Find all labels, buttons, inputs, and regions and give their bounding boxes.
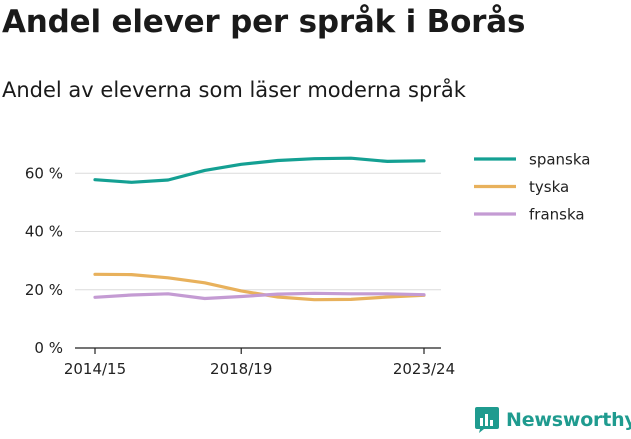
y-axis: 0 % 20 % 40 % 60 % (25, 164, 63, 357)
grid-lines (75, 172, 441, 349)
y-tick-label: 60 % (25, 164, 63, 182)
y-tick-label: 20 % (25, 281, 63, 299)
y-tick-label: 0 % (34, 339, 63, 357)
newsworthy-logo: Newsworthy (474, 406, 631, 434)
chart-title: Andel elever per språk i Borås (2, 4, 526, 40)
x-tick-label: 2018/19 (210, 360, 272, 378)
x-tick-label: 2023/24 (393, 360, 455, 378)
legend-label-franska: franska (529, 206, 585, 224)
chart-subtitle: Andel av eleverna som läser moderna språ… (2, 78, 466, 102)
series-line-franska (93, 291, 426, 301)
legend-label-tyska: tyska (529, 178, 569, 196)
newsworthy-bar-chart-icon (475, 407, 499, 433)
series-line-spanska (93, 156, 426, 184)
series-lines (93, 156, 426, 302)
legend-label-spanska: spanska (529, 151, 590, 169)
x-tick-label: 2014/15 (64, 360, 126, 378)
brand-name: Newsworthy (506, 409, 631, 431)
y-tick-label: 40 % (25, 223, 63, 241)
legend: spanska tyska franska (474, 151, 590, 224)
x-axis: 2014/15 2018/19 2023/24 (64, 348, 455, 378)
